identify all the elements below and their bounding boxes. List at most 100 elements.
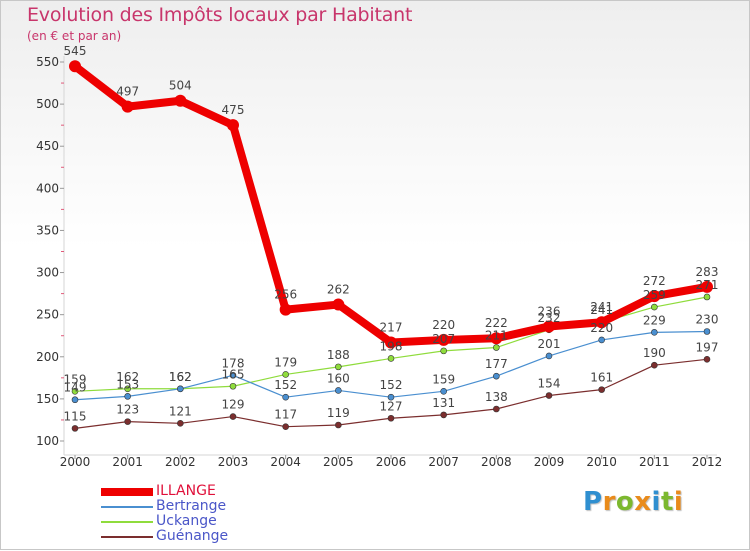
data-point-uckange — [282, 371, 289, 378]
x-tick-label: 2009 — [534, 455, 565, 469]
data-label-gu-nange: 138 — [485, 390, 508, 404]
data-point-illange — [437, 333, 450, 346]
x-tick-label: 2012 — [692, 455, 723, 469]
x-tick-label: 2008 — [481, 455, 512, 469]
data-point-gu-nange — [493, 405, 500, 413]
x-tick-label: 2005 — [323, 455, 354, 469]
x-tick-label: 2000 — [60, 455, 91, 469]
data-point-bertrange — [598, 336, 605, 344]
y-tick-label: 550 — [36, 55, 59, 69]
data-label-illange: 475 — [222, 103, 245, 117]
chart-title: Evolution des Impôts locaux par Habitant — [27, 4, 413, 26]
legend-swatch-gu-nange — [101, 536, 153, 538]
value-labels: 115 123 121 129 117 119 127 131 138 154 161 190 197 1… — [64, 44, 719, 423]
y-tick-label: 450 — [36, 139, 59, 153]
data-point-illange — [490, 332, 503, 345]
data-label-gu-nange: 190 — [643, 346, 666, 360]
data-point-illange — [279, 303, 292, 316]
logo-letter: P — [583, 487, 603, 517]
data-point-illange — [648, 290, 661, 303]
data-label-illange: 262 — [327, 283, 350, 297]
data-point-illange — [332, 298, 345, 311]
data-label-gu-nange: 129 — [222, 398, 245, 412]
data-point-illange — [595, 316, 608, 329]
data-point-illange — [174, 94, 187, 107]
data-label-bertrange: 152 — [274, 378, 297, 392]
data-point-illange — [121, 100, 134, 113]
legend-label-bertrange: Bertrange — [156, 498, 227, 514]
data-point-bertrange — [229, 372, 237, 379]
data-point-gu-nange — [598, 386, 605, 393]
data-point-gu-nange — [651, 361, 658, 369]
data-label-bertrange: 149 — [64, 381, 87, 395]
data-label-illange: 497 — [116, 85, 139, 99]
data-label-illange: 545 — [64, 44, 87, 58]
data-label-gu-nange: 115 — [64, 409, 87, 423]
data-point-uckange — [440, 347, 447, 355]
legend-swatch-bertrange — [101, 506, 153, 508]
x-tick-label: 2001 — [112, 455, 143, 469]
data-point-uckange — [229, 382, 237, 390]
data-label-gu-nange: 197 — [696, 340, 719, 354]
legend-swatch-uckange — [101, 521, 153, 523]
data-label-bertrange: 178 — [222, 356, 245, 370]
data-label-bertrange: 152 — [380, 378, 403, 392]
data-label-gu-nange: 117 — [274, 408, 297, 422]
data-point-illange — [227, 119, 239, 132]
axes: 100 150 200 250 300 350 400 450 500 550 2000 2001 20… — [36, 55, 722, 469]
data-label-illange: 504 — [169, 79, 192, 93]
x-tick-label: 2007 — [428, 455, 459, 469]
y-tick-label: 100 — [36, 434, 59, 448]
data-point-gu-nange — [545, 392, 553, 399]
x-tick-label: 2004 — [270, 455, 301, 469]
legend-label-uckange: Uckange — [156, 513, 217, 529]
data-label-illange: 222 — [485, 316, 508, 330]
data-point-uckange — [493, 344, 500, 351]
data-point-gu-nange — [387, 414, 395, 422]
data-label-illange: 283 — [696, 265, 719, 279]
data-point-uckange — [124, 385, 131, 393]
y-tick-label: 350 — [36, 223, 59, 237]
data-label-uckange: 211 — [485, 329, 508, 343]
data-point-bertrange — [282, 393, 289, 401]
data-point-bertrange — [124, 393, 131, 400]
data-label-uckange: 259 — [643, 288, 666, 302]
x-tick-label: 2003 — [218, 455, 249, 469]
data-label-uckange: 232 — [538, 311, 561, 325]
data-point-uckange — [387, 355, 395, 362]
data-point-bertrange — [493, 372, 500, 380]
data-label-illange: 220 — [432, 318, 455, 332]
y-tick-label: 300 — [36, 266, 59, 280]
logo-letter: r — [602, 487, 616, 517]
data-point-illange — [701, 280, 713, 293]
legend-swatch-illange — [101, 488, 153, 496]
data-label-uckange: 241 — [590, 303, 613, 317]
legend-label-gu-nange: Guénange — [156, 528, 229, 544]
data-label-bertrange: 230 — [696, 313, 719, 327]
data-label-uckange: 162 — [116, 370, 139, 384]
data-point-gu-nange — [440, 411, 447, 419]
data-label-bertrange: 162 — [169, 370, 192, 384]
data-point-illange — [69, 60, 81, 73]
data-point-gu-nange — [71, 425, 79, 432]
data-point-bertrange — [703, 328, 711, 335]
data-point-bertrange — [335, 387, 342, 394]
data-label-uckange: 198 — [380, 339, 403, 353]
data-point-gu-nange — [177, 420, 184, 427]
data-point-bertrange — [177, 385, 184, 393]
logo-letter: i — [673, 487, 684, 517]
data-label-uckange: 165 — [222, 367, 245, 381]
data-label-uckange: 162 — [169, 370, 192, 384]
data-label-illange: 256 — [274, 288, 297, 302]
data-label-illange: 236 — [538, 304, 561, 318]
x-tick-label: 2002 — [165, 455, 196, 469]
data-point-uckange — [651, 303, 658, 311]
y-tick-label: 250 — [36, 308, 59, 322]
data-label-bertrange: 229 — [643, 313, 666, 327]
data-label-illange: 217 — [380, 320, 403, 334]
data-point-uckange — [703, 293, 711, 301]
logo-letter: t — [660, 487, 674, 517]
data-point-bertrange — [440, 388, 447, 395]
data-label-gu-nange: 154 — [538, 377, 561, 391]
